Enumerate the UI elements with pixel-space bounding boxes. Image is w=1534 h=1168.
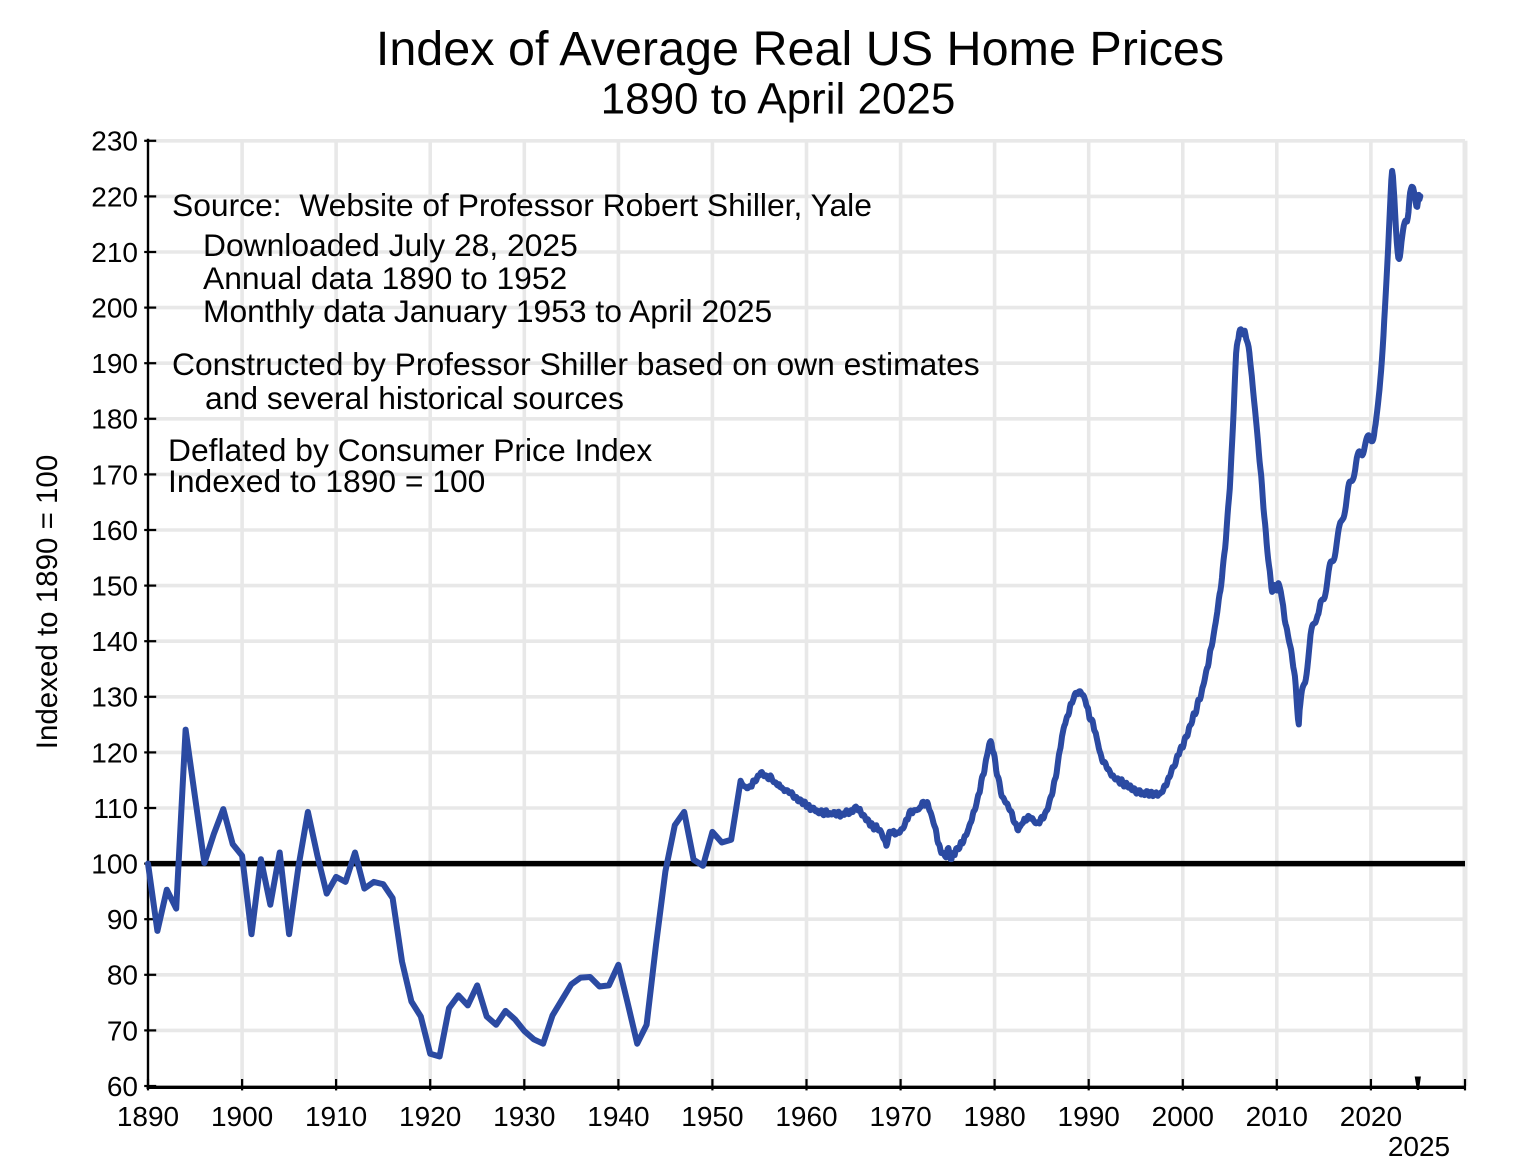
svg-text:230: 230 [91, 126, 138, 157]
svg-text:2010: 2010 [1246, 1101, 1308, 1132]
svg-text:1960: 1960 [775, 1101, 837, 1132]
svg-text:2000: 2000 [1152, 1101, 1214, 1132]
svg-text:1890 to April 2025: 1890 to April 2025 [601, 75, 956, 124]
svg-text:1950: 1950 [681, 1101, 743, 1132]
svg-text:180: 180 [91, 404, 138, 435]
svg-text:140: 140 [91, 626, 138, 657]
svg-text:160: 160 [91, 515, 138, 546]
svg-text:Annual data 1890 to 1952: Annual data 1890 to 1952 [203, 260, 567, 296]
svg-text:190: 190 [91, 348, 138, 379]
svg-text:170: 170 [91, 459, 138, 490]
svg-text:1930: 1930 [493, 1101, 555, 1132]
svg-text:100: 100 [91, 849, 138, 880]
svg-text:Indexed to 1890 = 100: Indexed to 1890 = 100 [168, 463, 485, 499]
svg-text:1920: 1920 [399, 1101, 461, 1132]
svg-text:200: 200 [91, 293, 138, 324]
svg-text:150: 150 [91, 571, 138, 602]
svg-text:80: 80 [107, 960, 138, 991]
svg-text:and several historical sources: and several historical sources [205, 380, 624, 416]
svg-text:210: 210 [91, 237, 138, 268]
svg-text:Monthly data January 1953 to A: Monthly data January 1953 to April 2025 [203, 293, 772, 329]
svg-text:220: 220 [91, 181, 138, 212]
svg-text:1900: 1900 [211, 1101, 273, 1132]
svg-text:Source: Website of Professor: Source: Website of Professor Robert Shil… [172, 187, 872, 223]
svg-text:Indexed to 1890 = 100: Indexed to 1890 = 100 [31, 455, 64, 749]
svg-text:Downloaded July 28, 2025: Downloaded July 28, 2025 [203, 227, 578, 263]
svg-text:2020: 2020 [1340, 1101, 1402, 1132]
svg-text:Deflated by Consumer Price Ind: Deflated by Consumer Price Index [168, 432, 652, 468]
svg-text:120: 120 [91, 737, 138, 768]
svg-text:1970: 1970 [869, 1101, 931, 1132]
svg-text:1990: 1990 [1058, 1101, 1120, 1132]
svg-text:1910: 1910 [305, 1101, 367, 1132]
svg-text:110: 110 [93, 793, 138, 824]
svg-text:Index of Average Real US Home: Index of Average Real US Home Prices [376, 22, 1224, 76]
svg-text:2025: 2025 [1388, 1131, 1450, 1162]
svg-text:Constructed by Professor Shill: Constructed by Professor Shiller based o… [172, 346, 980, 382]
svg-text:90: 90 [107, 904, 138, 935]
svg-text:60: 60 [107, 1071, 138, 1102]
svg-text:70: 70 [107, 1015, 138, 1046]
svg-text:1980: 1980 [963, 1101, 1025, 1132]
svg-text:1940: 1940 [587, 1101, 649, 1132]
svg-text:1890: 1890 [117, 1101, 179, 1132]
svg-text:130: 130 [91, 682, 138, 713]
